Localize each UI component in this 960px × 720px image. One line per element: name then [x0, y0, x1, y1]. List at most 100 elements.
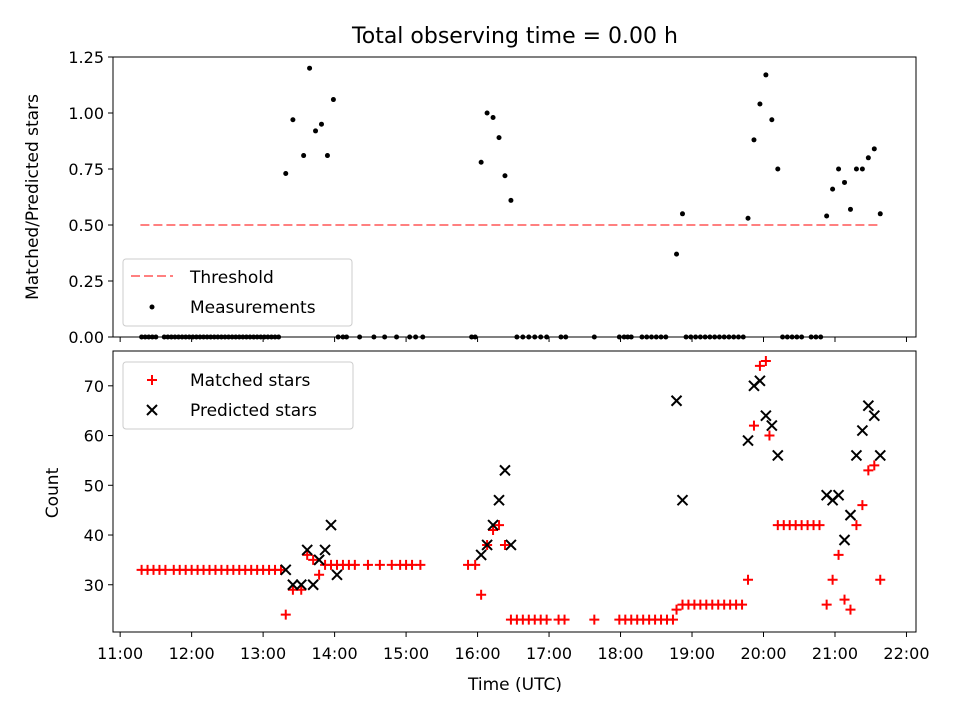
legend-plus-marker: [147, 375, 157, 385]
measurement-point: [229, 334, 235, 340]
matched-star-point: [308, 554, 319, 565]
measurement-point: [621, 334, 627, 340]
matched-star-point: [875, 574, 886, 585]
matched-star-point: [833, 549, 844, 560]
predicted-star-point: [772, 449, 784, 462]
measurement-point: [780, 334, 786, 340]
measurement-point: [649, 334, 655, 340]
measurement-point: [307, 65, 313, 71]
x-axis-label: Time (UTC): [467, 675, 562, 695]
bottom-legend-frame: [122, 361, 354, 430]
predicted-star-point: [760, 409, 772, 422]
measurement-point: [830, 186, 836, 192]
measurement-point: [243, 334, 249, 340]
predicted-star-point: [481, 539, 493, 551]
measurement-point: [591, 334, 597, 340]
matched-star-point: [349, 559, 360, 570]
measurement-point: [208, 334, 214, 340]
legend-matched-swatch: [147, 375, 157, 385]
legend-predicted-label: Predicted stars: [190, 401, 317, 421]
measurement-point: [496, 135, 502, 141]
top-y-tick-label: 1.00: [68, 104, 104, 123]
measurement-point: [721, 334, 727, 340]
predicted-star-point: [856, 424, 869, 437]
measurement-point: [168, 334, 174, 340]
measurement-point: [824, 213, 830, 219]
measurement-point: [215, 334, 221, 340]
measurement-point: [201, 334, 207, 340]
measurement-point: [226, 334, 232, 340]
predicted-star-point: [331, 569, 343, 581]
bottom-x-tick-label: 16:00: [455, 644, 501, 663]
matched-star-point: [407, 559, 418, 570]
predicted-star-point: [487, 519, 499, 531]
measurement-point: [222, 334, 228, 340]
bottom-y-tick-label: 40: [84, 526, 104, 545]
bottom-x-tick-label: 12:00: [169, 644, 215, 663]
bottom-y-tick-label: 70: [84, 377, 104, 396]
measurement-point: [663, 334, 669, 340]
predicted-star-point: [301, 544, 313, 556]
measurement-point: [526, 334, 532, 340]
bottom-panel: 30 40 50 60 70 11:00 12:00 13:00 14:00 15:00 16:00…: [84, 350, 930, 663]
measurement-point: [799, 334, 805, 340]
measurement-point: [847, 206, 853, 212]
matched-star-point: [589, 614, 600, 625]
measurement-point: [490, 114, 496, 120]
measurement-point: [751, 137, 757, 143]
predicted-star-point: [280, 564, 292, 576]
measurement-point: [290, 117, 296, 123]
measurement-point: [478, 159, 484, 165]
measurement-point: [514, 334, 520, 340]
measurement-point: [716, 334, 722, 340]
measurement-point: [190, 334, 196, 340]
measurement-point: [318, 121, 324, 127]
matched-star-point: [845, 604, 856, 615]
measurement-point: [688, 334, 694, 340]
legend-predicted-swatch: [146, 404, 158, 416]
measurement-point: [472, 334, 478, 340]
bottom-legend: Matched stars Predicted stars: [122, 361, 354, 430]
top-y-tick-label: 0.75: [68, 160, 104, 179]
measurement-point: [330, 97, 336, 103]
measurement-point: [616, 334, 622, 340]
measurement-point: [254, 334, 260, 340]
measurement-point: [193, 334, 199, 340]
measurement-point: [211, 334, 217, 340]
bottom-x-tick-label: 18:00: [597, 644, 643, 663]
measurement-point: [218, 334, 224, 340]
matched-star-point: [314, 569, 325, 580]
matched-star-point: [275, 564, 286, 575]
predicted-star-point: [874, 449, 886, 462]
measurement-point: [726, 334, 732, 340]
legend-threshold-label: Threshold: [189, 268, 274, 288]
measurement-point: [731, 334, 737, 340]
bottom-x-tick-label: 11:00: [97, 644, 143, 663]
measurement-point: [276, 334, 282, 340]
measurement-point: [644, 334, 650, 340]
legend-matched-label: Matched stars: [190, 371, 310, 391]
predicted-star-point: [325, 519, 337, 531]
top-y-tick-label: 0.50: [68, 216, 104, 235]
top-panel: 0.00 0.25 0.50 0.75 1.00 1.25: [68, 48, 917, 347]
predicted-star-point: [493, 494, 505, 506]
measurement-point: [313, 128, 319, 134]
measurement-point: [842, 179, 848, 185]
measurement-point: [236, 334, 242, 340]
measurement-point: [871, 146, 877, 152]
predicted-star-point: [287, 579, 299, 591]
measurement-point: [335, 334, 341, 340]
measurement-point: [197, 334, 203, 340]
measurement-point: [183, 334, 189, 340]
top-legend: Threshold Measurements: [122, 258, 353, 327]
matched-star-point: [302, 549, 313, 560]
measurement-point: [784, 334, 790, 340]
bottom-x-tick-label: 13:00: [240, 644, 286, 663]
bottom-y-axis-label: Count: [43, 467, 63, 518]
matched-star-point: [737, 599, 748, 610]
measurement-point: [865, 155, 871, 161]
matched-star-point: [374, 559, 385, 570]
measurement-point: [344, 334, 350, 340]
matched-star-point: [839, 594, 850, 605]
